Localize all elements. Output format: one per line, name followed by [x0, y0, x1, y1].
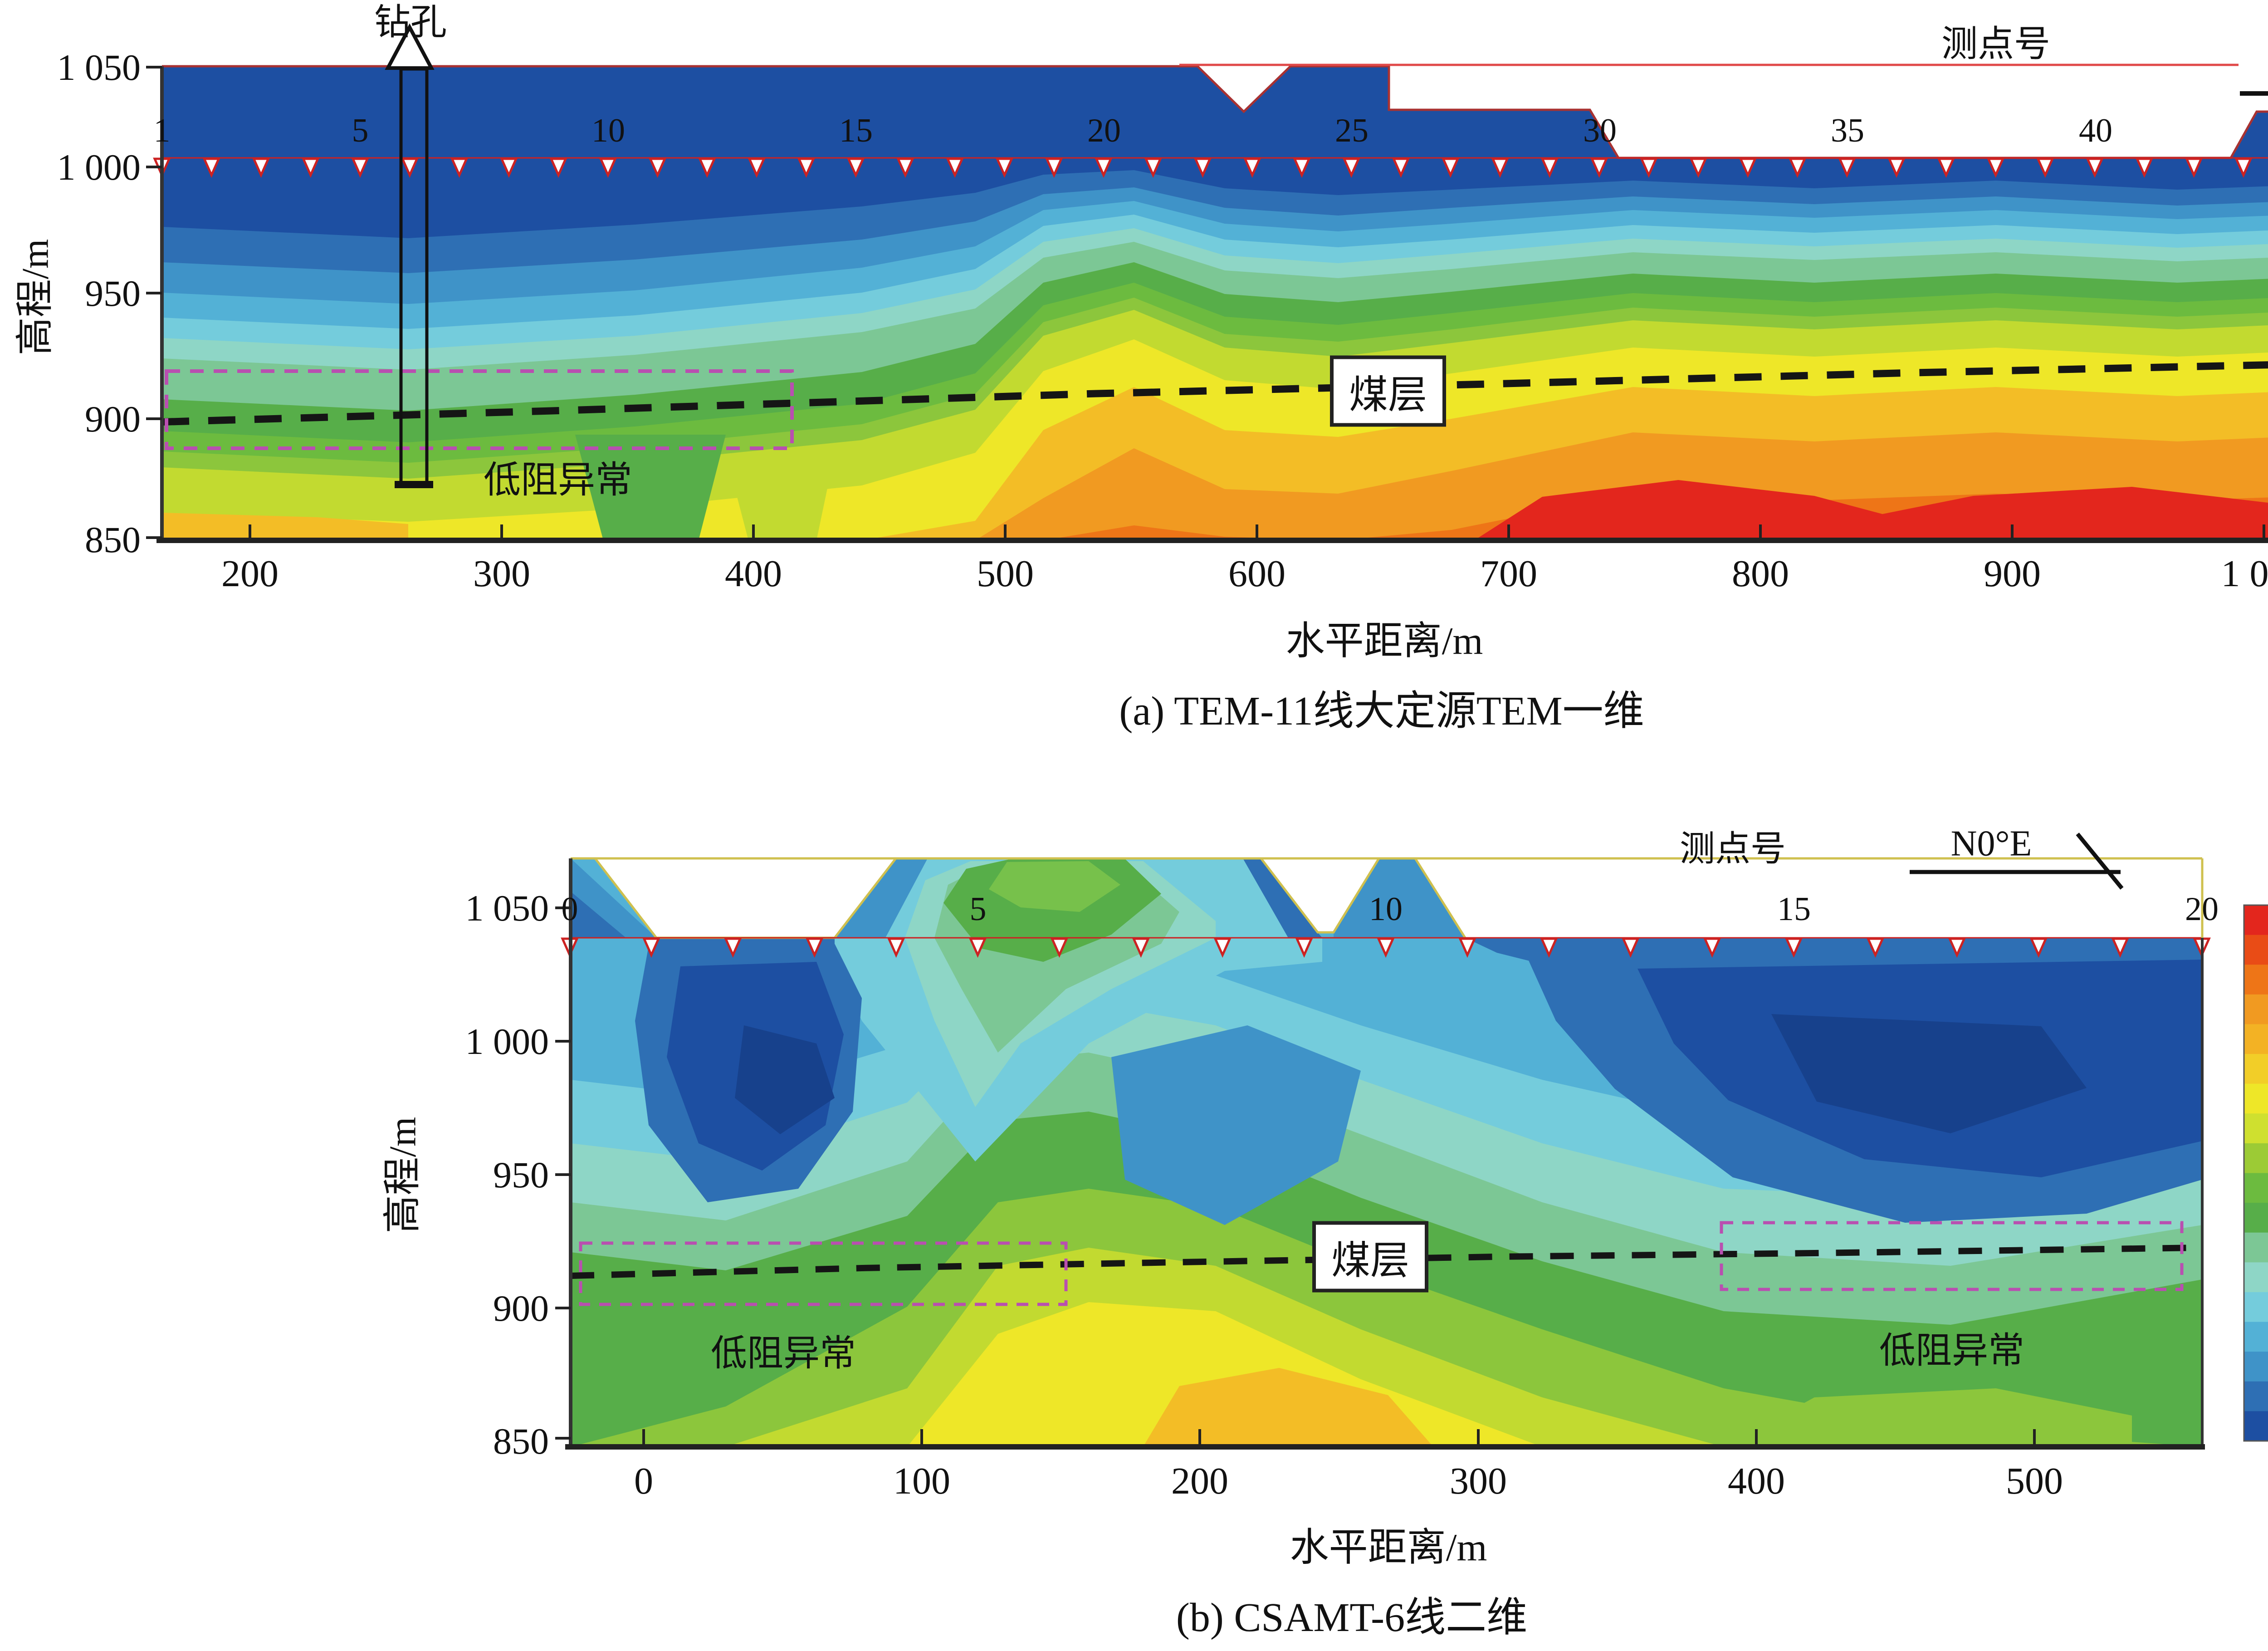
svg-text:30: 30 — [1583, 112, 1617, 149]
svg-text:200: 200 — [1171, 1460, 1228, 1502]
coal-seam-label-a: 煤层 — [1330, 355, 1446, 427]
svg-text:900: 900 — [85, 398, 141, 440]
svg-text:500: 500 — [2006, 1460, 2063, 1502]
svg-text:900: 900 — [493, 1288, 549, 1329]
coal-seam-label-b: 煤层 — [1312, 1221, 1428, 1293]
svg-text:35: 35 — [1831, 112, 1864, 149]
svg-text:1 050: 1 050 — [57, 47, 141, 88]
svg-text:5: 5 — [970, 891, 987, 928]
svg-text:20: 20 — [1087, 112, 1121, 149]
svg-text:850: 850 — [493, 1421, 549, 1462]
low-resistivity-label-b-left: 低阻异常 — [711, 1334, 856, 1374]
svg-text:25: 25 — [1335, 112, 1369, 149]
caption-a: (a) TEM-11线大定源TEM一维 — [1119, 689, 1644, 734]
svg-text:600: 600 — [1228, 553, 1286, 595]
svg-text:10: 10 — [591, 112, 625, 149]
svg-text:1 000: 1 000 — [465, 1021, 549, 1062]
low-resistivity-label-b-right: 低阻异常 — [1879, 1331, 2024, 1371]
borehole-label: 钻孔 — [374, 3, 447, 43]
svg-text:0: 0 — [562, 891, 578, 928]
svg-text:1: 1 — [154, 112, 171, 149]
svg-text:1 050: 1 050 — [465, 887, 549, 929]
station-row-label-a: 测点号 — [1941, 24, 2050, 64]
elevation-axis-label-a: 高程/m — [14, 239, 57, 356]
elevation-axis-label-b: 高程/m — [381, 1117, 424, 1234]
svg-text:400: 400 — [1728, 1460, 1785, 1502]
svg-text:40: 40 — [2079, 112, 2112, 149]
svg-text:950: 950 — [85, 273, 141, 314]
svg-text:1 000: 1 000 — [2221, 553, 2268, 595]
svg-text:15: 15 — [839, 112, 873, 149]
distance-axis-label-b: 水平距离/m — [1290, 1525, 1487, 1569]
svg-text:200: 200 — [221, 553, 279, 595]
svg-text:700: 700 — [1480, 553, 1537, 595]
svg-text:950: 950 — [493, 1154, 549, 1195]
svg-text:400: 400 — [725, 553, 782, 595]
svg-text:300: 300 — [1450, 1460, 1507, 1502]
svg-text:15: 15 — [1777, 891, 1811, 928]
svg-text:900: 900 — [1984, 553, 2041, 595]
svg-text:0: 0 — [634, 1460, 653, 1502]
svg-text:10: 10 — [1369, 891, 1403, 928]
svg-text:20: 20 — [2185, 891, 2219, 928]
svg-text:1 000: 1 000 — [57, 147, 141, 188]
azimuth-label-b: N0°E — [1950, 823, 2032, 864]
distance-axis-label-a: 水平距离/m — [1286, 619, 1483, 663]
low-resistivity-label-a: 低阻异常 — [483, 459, 633, 501]
svg-text:300: 300 — [473, 553, 530, 595]
caption-b: (b) CSAMT-6线二维 — [1176, 1595, 1528, 1640]
svg-text:100: 100 — [893, 1460, 950, 1502]
svg-text:500: 500 — [977, 553, 1034, 595]
svg-text:800: 800 — [1732, 553, 1789, 595]
station-row-label-b: 测点号 — [1679, 829, 1786, 868]
svg-text:850: 850 — [85, 519, 141, 560]
svg-text:5: 5 — [352, 112, 369, 149]
